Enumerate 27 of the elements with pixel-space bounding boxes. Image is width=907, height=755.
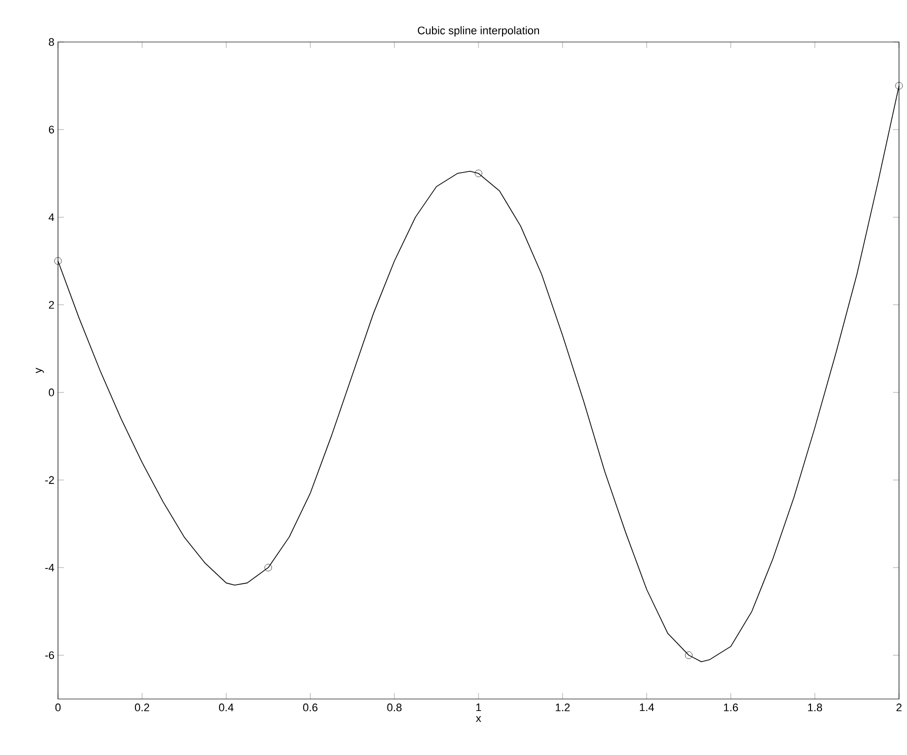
- x-tick-label: 0: [55, 704, 61, 712]
- y-tick-label: 0: [48, 388, 54, 396]
- x-tick-label: 1.2: [556, 704, 570, 712]
- x-tick-label: 0.6: [303, 704, 318, 712]
- point: [685, 652, 692, 659]
- x-axis-title: x: [476, 716, 482, 722]
- x-tick-label: 1.6: [724, 704, 738, 712]
- x-tick-label: 0.8: [387, 704, 402, 712]
- x-tick-label: 1: [476, 704, 482, 712]
- y-tick-label: 4: [48, 213, 54, 221]
- y-tick-label: 2: [48, 300, 54, 309]
- x-tick-label: 2: [896, 704, 902, 712]
- x-tick-label: 0.2: [134, 704, 150, 712]
- y-tick-label: 8: [48, 38, 54, 46]
- point: [264, 564, 272, 572]
- point: [474, 170, 482, 178]
- x-tick-label: 1.8: [808, 704, 822, 712]
- x-tick-label: 1.4: [640, 704, 654, 712]
- chart-title: Cubic spline interpolation: [418, 26, 539, 36]
- point: [895, 82, 903, 90]
- y-axis-title: y: [36, 368, 44, 374]
- y-tick-label: 6: [48, 126, 54, 134]
- y-tick-label: -2: [45, 476, 54, 484]
- x-tick-label: 0.4: [219, 704, 234, 712]
- y-tick-label: -6: [45, 651, 54, 660]
- point: [54, 257, 62, 265]
- y-tick-label: -4: [45, 564, 54, 572]
